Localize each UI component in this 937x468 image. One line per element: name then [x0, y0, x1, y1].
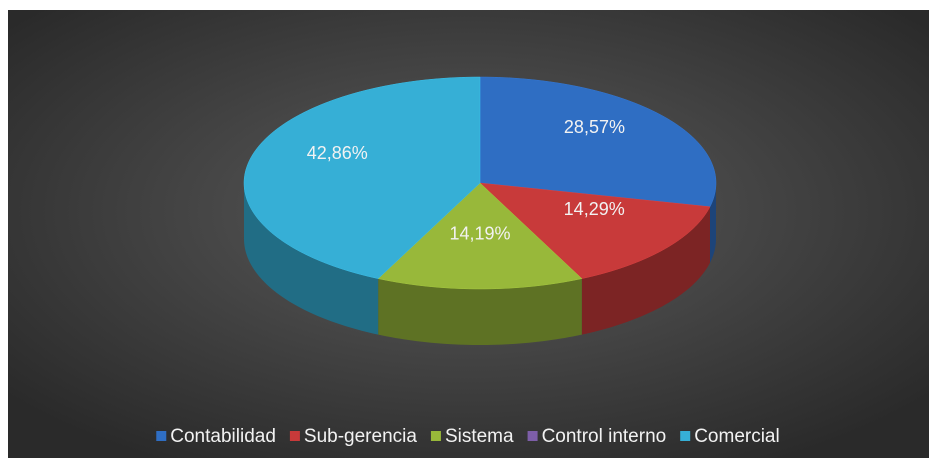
- legend-swatch: [680, 431, 691, 441]
- legend-swatch: [289, 431, 300, 441]
- labels: 28,57% 14,29% 14,19% 42,86%: [307, 117, 625, 244]
- legend-label: Contabilidad: [170, 426, 276, 447]
- legend: Contabilidad Sub-gerencia Sistema Control i…: [156, 426, 780, 447]
- slice: [243, 76, 481, 279]
- legend-item: Contabilidad: [156, 426, 276, 447]
- legend-swatch: [430, 431, 441, 441]
- data-label: 28,57%: [564, 117, 625, 137]
- slice-side: [710, 183, 716, 263]
- legend-item: Comercial: [680, 426, 780, 447]
- data-label: 14,19%: [449, 223, 510, 243]
- legend-item: Control interno: [527, 426, 667, 447]
- legend-item: Sub-gerencia: [289, 426, 417, 447]
- legend-item: Sistema: [430, 426, 514, 447]
- slice: [479, 182, 711, 279]
- slice-side: [244, 183, 379, 335]
- slice-side: [581, 206, 710, 335]
- sides: [244, 183, 716, 345]
- slice: [377, 182, 583, 290]
- data-label: 42,86%: [307, 143, 368, 163]
- slice: [479, 76, 717, 208]
- legend-label: Sub-gerencia: [304, 426, 417, 447]
- legend-label: Comercial: [694, 426, 780, 447]
- legend-swatch: [156, 431, 167, 441]
- slice-side: [378, 278, 582, 345]
- legend-label: Control interno: [542, 426, 667, 447]
- data-label: 14,29%: [564, 199, 625, 219]
- tops: [243, 76, 717, 290]
- legend-swatch: [527, 431, 538, 441]
- legend-label: Sistema: [445, 426, 514, 447]
